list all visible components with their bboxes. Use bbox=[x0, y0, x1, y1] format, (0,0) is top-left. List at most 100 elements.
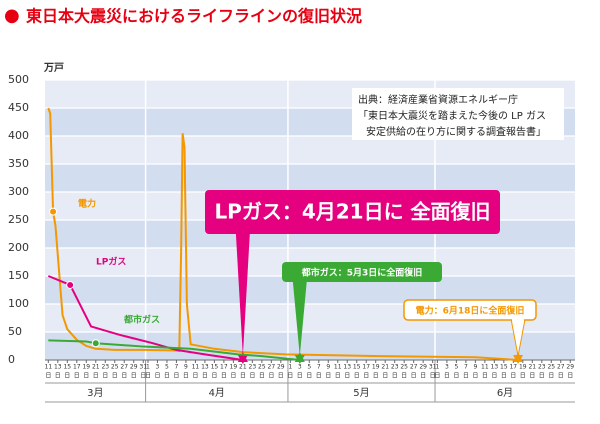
x-tick-unit: 日 bbox=[240, 373, 246, 380]
x-tick-label: 9 bbox=[184, 364, 188, 371]
x-tick-label: 13 bbox=[201, 364, 209, 371]
series-label: 電力 bbox=[78, 198, 96, 210]
x-tick-unit: 日 bbox=[354, 373, 360, 380]
callout-box bbox=[205, 190, 500, 234]
x-tick-unit: 日 bbox=[93, 373, 99, 380]
month-label: 5月 bbox=[353, 387, 369, 399]
x-tick-label: 17 bbox=[362, 364, 370, 371]
x-tick-label: 19 bbox=[82, 364, 90, 371]
x-tick-label: 11 bbox=[45, 364, 53, 371]
x-tick-unit: 日 bbox=[131, 373, 137, 380]
x-tick-label: 21 bbox=[381, 364, 389, 371]
series-marker bbox=[66, 280, 75, 289]
x-tick-label: 7 bbox=[464, 364, 468, 371]
x-tick-unit: 日 bbox=[202, 373, 208, 380]
x-tick-unit: 日 bbox=[420, 373, 426, 380]
x-tick-unit: 日 bbox=[297, 373, 303, 380]
source-text: 出典：経済産業省資源エネルギー庁 bbox=[358, 93, 518, 106]
y-tick-label: 450 bbox=[8, 101, 29, 114]
x-tick-unit: 日 bbox=[183, 373, 189, 380]
x-tick-unit: 日 bbox=[430, 373, 436, 380]
x-tick-unit: 日 bbox=[211, 373, 217, 380]
series-label: 都市ガス bbox=[123, 314, 160, 326]
x-tick-label: 5 bbox=[454, 364, 458, 371]
x-tick-unit: 日 bbox=[373, 373, 379, 380]
callout-text: 電力：6月18日に全面復旧 bbox=[416, 305, 525, 317]
x-tick-unit: 日 bbox=[444, 373, 450, 380]
x-tick-label: 21 bbox=[239, 364, 247, 371]
x-tick-unit: 日 bbox=[558, 373, 564, 380]
source-text: 「東日本大震災を踏まえた今後の LP ガス bbox=[358, 109, 546, 122]
x-tick-unit: 日 bbox=[140, 373, 146, 380]
x-tick-label: 7 bbox=[317, 364, 321, 371]
x-tick-unit: 日 bbox=[306, 373, 312, 380]
x-tick-unit: 日 bbox=[55, 373, 61, 380]
x-tick-unit: 日 bbox=[102, 373, 108, 380]
recovery-marker bbox=[294, 352, 305, 364]
title-bullet: ● bbox=[4, 5, 20, 26]
x-tick-label: 9 bbox=[326, 364, 330, 371]
y-tick-label: 100 bbox=[8, 297, 29, 310]
x-tick-unit: 日 bbox=[145, 373, 151, 380]
x-tick-label: 25 bbox=[547, 364, 555, 371]
x-tick-label: 31 bbox=[139, 364, 147, 371]
x-tick-unit: 日 bbox=[335, 373, 341, 380]
chart-title: 東日本大震災におけるライフラインの復旧状況 bbox=[26, 7, 362, 26]
x-tick-unit: 日 bbox=[221, 373, 227, 380]
x-tick-label: 17 bbox=[220, 364, 228, 371]
x-tick-label: 17 bbox=[73, 364, 81, 371]
y-tick-label: 500 bbox=[8, 73, 29, 86]
x-tick-label: 3 bbox=[298, 364, 302, 371]
x-tick-unit: 日 bbox=[164, 373, 170, 380]
x-tick-label: 5 bbox=[307, 364, 311, 371]
y-tick-label: 50 bbox=[8, 325, 22, 338]
recovery-marker bbox=[513, 352, 524, 364]
x-tick-label: 11 bbox=[192, 364, 200, 371]
x-tick-unit: 日 bbox=[83, 373, 89, 380]
y-tick-label: 0 bbox=[8, 353, 15, 366]
source-box bbox=[352, 88, 564, 140]
x-tick-label: 19 bbox=[372, 364, 380, 371]
x-tick-label: 27 bbox=[268, 364, 276, 371]
y-tick-label: 300 bbox=[8, 185, 29, 198]
x-tick-label: 29 bbox=[566, 364, 574, 371]
x-tick-label: 23 bbox=[538, 364, 546, 371]
x-tick-unit: 日 bbox=[539, 373, 545, 380]
x-tick-unit: 日 bbox=[173, 373, 179, 380]
x-tick-label: 27 bbox=[120, 364, 128, 371]
x-tick-unit: 日 bbox=[463, 373, 469, 380]
x-tick-label: 3 bbox=[156, 364, 160, 371]
x-tick-unit: 日 bbox=[45, 373, 51, 380]
x-tick-unit: 日 bbox=[434, 373, 440, 380]
y-tick-label: 350 bbox=[8, 157, 29, 170]
x-tick-unit: 日 bbox=[316, 373, 322, 380]
band bbox=[45, 164, 575, 192]
y-tick-label: 400 bbox=[8, 129, 29, 142]
x-tick-unit: 日 bbox=[363, 373, 369, 380]
callout-text: 都市ガス：5月3日に全面復旧 bbox=[301, 267, 423, 279]
x-tick-unit: 日 bbox=[510, 373, 516, 380]
x-tick-unit: 日 bbox=[392, 373, 398, 380]
x-tick-unit: 日 bbox=[567, 373, 573, 380]
x-tick-unit: 日 bbox=[529, 373, 535, 380]
source-text: 安定供給の在り方に関する調査報告書」 bbox=[366, 125, 546, 138]
x-tick-label: 15 bbox=[211, 364, 219, 371]
x-tick-label: 5 bbox=[165, 364, 169, 371]
x-tick-unit: 日 bbox=[482, 373, 488, 380]
y-tick-label: 250 bbox=[8, 213, 29, 226]
x-tick-unit: 日 bbox=[74, 373, 80, 380]
x-tick-unit: 日 bbox=[278, 373, 284, 380]
month-label: 3月 bbox=[87, 387, 103, 399]
series-label: LPガス bbox=[96, 256, 126, 268]
x-tick-label: 23 bbox=[391, 364, 399, 371]
x-tick-label: 19 bbox=[230, 364, 238, 371]
x-tick-label: 17 bbox=[509, 364, 517, 371]
x-tick-label: 21 bbox=[528, 364, 536, 371]
x-tick-unit: 日 bbox=[501, 373, 507, 380]
x-tick-label: 15 bbox=[63, 364, 71, 371]
x-tick-unit: 日 bbox=[249, 373, 255, 380]
x-tick-label: 29 bbox=[277, 364, 285, 371]
x-tick-label: 7 bbox=[175, 364, 179, 371]
x-tick-unit: 日 bbox=[287, 373, 293, 380]
callout-cover bbox=[512, 318, 525, 321]
